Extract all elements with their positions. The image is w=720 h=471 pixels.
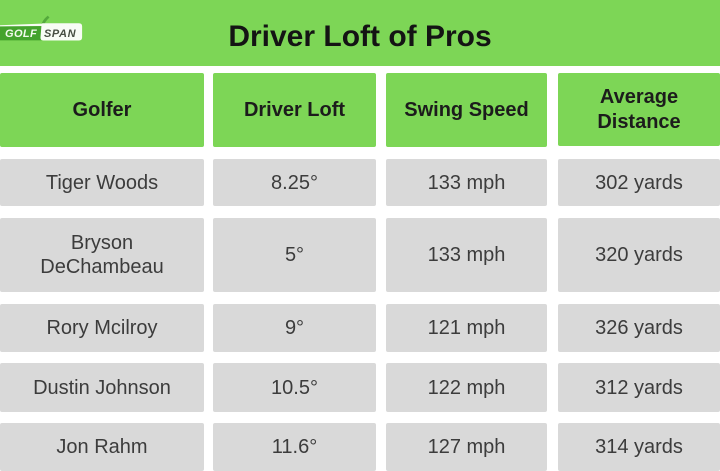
svg-text:GOLF: GOLF xyxy=(5,28,37,40)
svg-text:SPAN: SPAN xyxy=(44,28,77,40)
